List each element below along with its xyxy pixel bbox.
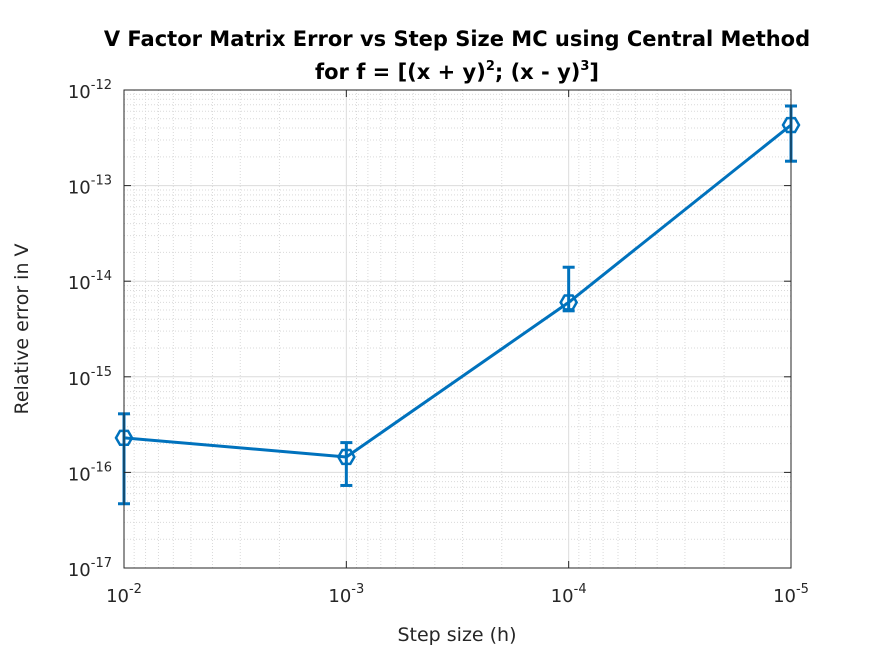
chart-title: V Factor Matrix Error vs Step Size MC us… — [104, 27, 810, 84]
data-point-marker — [114, 429, 134, 446]
y-tick-label: 10-15 — [68, 365, 112, 390]
title-line2-suffix: ] — [589, 60, 599, 84]
y-tick-label: 10-17 — [68, 556, 112, 581]
data-point-marker — [781, 116, 801, 134]
y-tick-label: 10-12 — [68, 78, 112, 103]
data-point-marker — [559, 294, 579, 311]
title-line2-exp1: 2 — [486, 59, 495, 74]
plot-box — [123, 89, 792, 569]
y-axis-label: Relative error in V — [11, 243, 33, 414]
title-line2-exp2: 3 — [580, 59, 589, 74]
x-axis-label: Step size (h) — [397, 624, 516, 646]
x-tick-label: 10-3 — [328, 582, 364, 607]
plot-area — [124, 90, 791, 568]
y-tick-label: 10-13 — [68, 174, 112, 199]
title-line2-mid: ; (x - y) — [495, 60, 580, 84]
title-line2-prefix: for f = [(x + y) — [315, 60, 486, 84]
x-tick-label: 10-4 — [551, 582, 587, 607]
chart-title-line1: V Factor Matrix Error vs Step Size MC us… — [104, 27, 810, 51]
y-tick-label: 10-14 — [68, 269, 112, 294]
data-point-marker — [336, 448, 356, 466]
y-tick-label: 10-16 — [68, 460, 112, 485]
x-tick-label: 10-5 — [773, 582, 809, 607]
series-line — [123, 123, 792, 459]
ticks: 10-2 10-3 10-4 10-5 10-17 10-16 10-15 10-14 10-1… — [68, 78, 809, 607]
x-tick-label: 10-2 — [106, 582, 142, 607]
chart-title-line2: for f = [(x + y)2; (x - y)3] — [315, 59, 599, 84]
grid — [123, 89, 792, 569]
